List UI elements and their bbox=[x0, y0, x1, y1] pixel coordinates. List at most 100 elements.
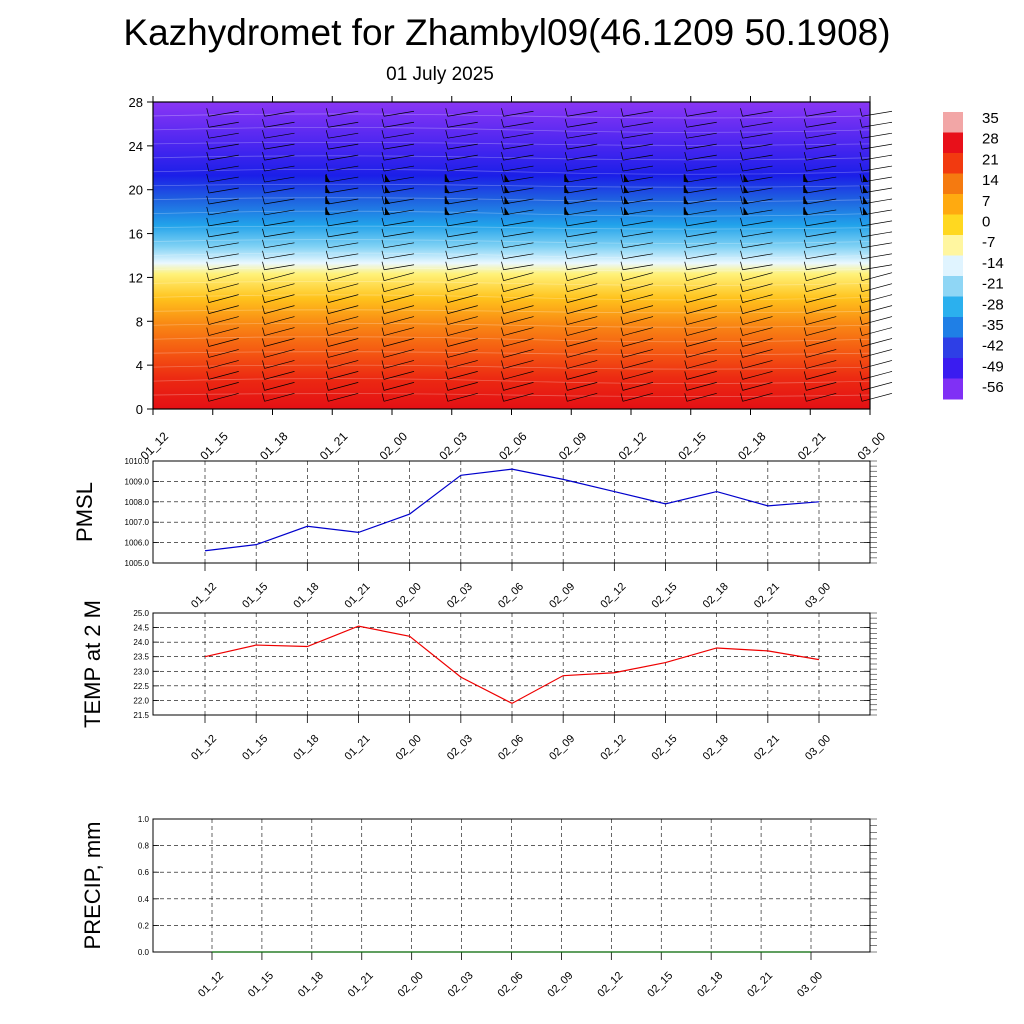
wind-barb-pennant bbox=[624, 185, 629, 194]
wind-barb bbox=[622, 121, 654, 128]
wind-barb bbox=[208, 264, 239, 271]
wind-barb-feather bbox=[381, 206, 385, 216]
wind-barb bbox=[622, 382, 654, 391]
wind-barb-feather bbox=[501, 294, 504, 303]
wind-barb-feather bbox=[501, 382, 504, 391]
x-tick-label: 02_21 bbox=[795, 429, 829, 463]
wind-barb-feather bbox=[206, 184, 210, 194]
wind-barb-feather bbox=[564, 162, 568, 172]
wind-barb-feather bbox=[445, 283, 449, 292]
wind-barb-feather bbox=[262, 130, 265, 139]
wind-barb bbox=[806, 253, 837, 260]
wind-barb-feather bbox=[803, 108, 807, 117]
wind-barb bbox=[328, 121, 359, 128]
wind-barb-feather bbox=[381, 261, 385, 270]
wind-barb bbox=[383, 231, 415, 238]
wind-barb-feather bbox=[445, 305, 449, 314]
wind-barb-feather bbox=[564, 130, 568, 139]
wind-barb-feather bbox=[381, 272, 385, 281]
wind-barb-feather bbox=[684, 119, 688, 128]
wind-barb bbox=[328, 220, 359, 227]
wind-barb-feather bbox=[740, 239, 743, 248]
x-tick-label: 01_12 bbox=[196, 970, 226, 1000]
wind-barb bbox=[208, 198, 239, 205]
wind-barb-feather bbox=[859, 360, 863, 369]
wind-barb-feather bbox=[325, 371, 329, 380]
wind-barb-feather bbox=[803, 250, 807, 259]
wind-barb bbox=[806, 231, 837, 238]
wind-barb bbox=[503, 360, 534, 369]
x-tick-label: 02_09 bbox=[547, 733, 577, 763]
wind-barb-feather bbox=[206, 261, 210, 270]
wind-barb bbox=[383, 272, 415, 282]
wind-barb bbox=[622, 154, 654, 161]
wind-barb bbox=[806, 392, 837, 402]
temperature-colorbar: 35 28 21 14 7 0 -7 -14 -21 -28 -35 -42 -49 -56 bbox=[943, 110, 1004, 400]
colorbar-label: 21 bbox=[982, 151, 999, 168]
wind-barb bbox=[861, 132, 893, 139]
wind-barb-feather bbox=[859, 141, 863, 150]
wind-barb-feather bbox=[325, 239, 329, 248]
colorbar-swatch bbox=[943, 153, 963, 174]
wind-barb bbox=[264, 360, 295, 369]
wind-barb bbox=[328, 327, 359, 336]
wind-barb bbox=[567, 392, 598, 402]
wind-barb-feather bbox=[684, 130, 688, 139]
wind-barb-feather bbox=[620, 184, 624, 194]
wind-barb-pennant bbox=[504, 195, 510, 204]
wind-barb-pennant bbox=[325, 206, 331, 215]
x-tick-label: 03_00 bbox=[803, 733, 833, 763]
wind-barb-feather bbox=[740, 162, 743, 172]
wind-barb bbox=[264, 338, 295, 347]
wind-barb bbox=[806, 327, 837, 336]
wind-barb bbox=[447, 198, 478, 205]
wind-barb bbox=[686, 187, 717, 194]
colorbar-label: -35 bbox=[982, 317, 1004, 334]
wind-barb-feather bbox=[325, 305, 329, 314]
wind-barb-pennant bbox=[444, 206, 450, 215]
wind-barb-feather bbox=[859, 195, 863, 205]
wind-barb bbox=[806, 143, 837, 150]
wind-barb-feather bbox=[859, 162, 863, 172]
wind-barb-feather bbox=[206, 250, 210, 259]
wind-barb bbox=[567, 338, 598, 347]
wind-barb-feather bbox=[620, 382, 624, 391]
wind-barb bbox=[742, 165, 773, 172]
wind-barb-feather bbox=[206, 239, 210, 248]
x-tick-label: 02_06 bbox=[496, 581, 526, 611]
wind-barb-pennant bbox=[504, 174, 510, 183]
wind-barb-feather bbox=[206, 108, 210, 117]
wind-barb bbox=[567, 110, 598, 117]
wind-barb bbox=[742, 231, 773, 238]
wind-barb bbox=[503, 220, 534, 227]
wind-barb bbox=[328, 283, 359, 293]
wind-barb-feather bbox=[859, 250, 863, 259]
wind-barb bbox=[686, 253, 717, 260]
wind-barb bbox=[383, 132, 415, 139]
wind-barb bbox=[264, 382, 295, 391]
wind-barb-feather bbox=[325, 108, 329, 117]
wind-barb-feather bbox=[206, 217, 210, 226]
x-tick-label: 02_03 bbox=[446, 970, 476, 1000]
wind-barb-feather bbox=[740, 228, 743, 237]
wind-barb bbox=[861, 220, 893, 227]
wind-barb-feather bbox=[620, 349, 624, 358]
wind-barb-feather bbox=[325, 272, 329, 281]
wind-barb bbox=[622, 316, 654, 325]
wind-barb bbox=[208, 316, 239, 325]
x-tick-label: 02_18 bbox=[701, 581, 731, 611]
wind-barb bbox=[742, 349, 773, 358]
wind-barb bbox=[383, 305, 415, 314]
contour-line bbox=[152, 113, 871, 119]
contour-line bbox=[152, 267, 871, 272]
wind-barb-feather bbox=[381, 152, 385, 161]
wind-barb bbox=[264, 371, 295, 380]
wind-barb bbox=[447, 209, 478, 216]
wind-barb-feather bbox=[803, 272, 807, 281]
contour-line bbox=[152, 127, 871, 133]
wind-barb bbox=[861, 143, 893, 150]
wind-barb-feather bbox=[620, 141, 624, 150]
wind-barb-pennant bbox=[325, 195, 331, 204]
colorbar-swatch bbox=[943, 255, 963, 277]
wind-barb-feather bbox=[206, 141, 210, 150]
